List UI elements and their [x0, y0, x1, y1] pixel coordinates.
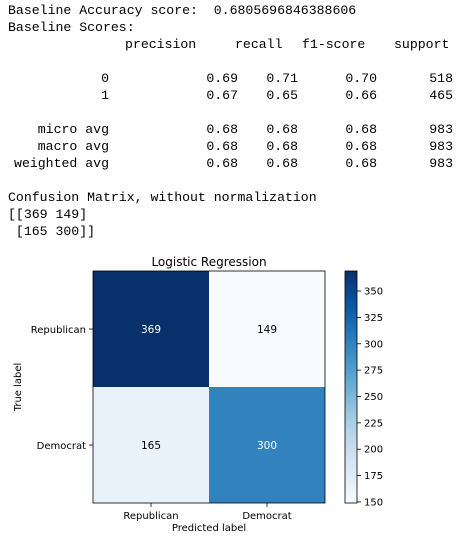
header-precision: precision [125, 37, 197, 52]
x-axis-label: Predicted label [172, 523, 246, 534]
row-recall: 0.71 [266, 71, 298, 86]
cell-value-label: 165 [141, 440, 161, 452]
row-label: 0 [101, 71, 109, 86]
heatmap-cell [93, 271, 209, 387]
row-precision: 0.67 [206, 88, 238, 103]
confusion-matrix-chart: 369 149 165 300 Logistic Regression Republica… [13, 255, 383, 534]
output-console: Baseline Accuracy score: 0.6805696846388… [8, 2, 463, 240]
row-label: weighted avg [14, 156, 109, 171]
heatmap-cell [209, 271, 325, 387]
report-header: precision recall f1-score support [8, 36, 463, 53]
row-label: macro avg [37, 139, 109, 154]
colorbar-tick-label: 325 [364, 313, 383, 324]
row-f1: 0.68 [345, 122, 377, 137]
chart-title: Logistic Regression [151, 255, 266, 269]
row-precision: 0.69 [206, 71, 238, 86]
colorbar-tick-label: 200 [364, 445, 383, 456]
row-f1: 0.68 [345, 156, 377, 171]
header-support: support [394, 37, 450, 52]
row-recall: 0.68 [266, 139, 298, 154]
row-f1: 0.70 [345, 71, 377, 86]
row-support: 465 [429, 88, 453, 103]
row-f1: 0.68 [345, 139, 377, 154]
heatmap-cell [209, 387, 325, 503]
row-precision: 0.68 [206, 139, 238, 154]
row-precision: 0.68 [206, 122, 238, 137]
avg-row: macro avg 0.68 0.68 0.68 983 [8, 138, 463, 155]
y-tick-label: Republican [31, 325, 86, 336]
confusion-title: Confusion Matrix, without normalization [8, 190, 317, 205]
colorbar-tick-label: 150 [364, 497, 383, 508]
row-f1: 0.66 [345, 88, 377, 103]
cell-value-label: 149 [257, 324, 277, 336]
colorbar-tick-label: 250 [364, 392, 383, 403]
y-tick-label: Democrat [37, 441, 86, 452]
y-axis-label: True label [13, 363, 24, 413]
colorbar-tick-label: 175 [364, 471, 383, 482]
row-recall: 0.65 [266, 88, 298, 103]
colorbar-tick-label: 300 [364, 339, 383, 350]
cell-value-label: 369 [141, 324, 161, 336]
row-support: 983 [429, 122, 453, 137]
confusion-matrix-plot: 369 149 165 300 Logistic Regression Republica… [0, 250, 463, 545]
row-recall: 0.68 [266, 156, 298, 171]
colorbar [344, 270, 358, 504]
row-label: micro avg [37, 122, 109, 137]
row-precision: 0.68 [206, 156, 238, 171]
header-f1: f1-score [302, 37, 366, 52]
confusion-line: [165 300]] [8, 224, 96, 239]
colorbar-tick-label: 350 [364, 287, 383, 298]
report-row: 0 0.69 0.71 0.70 518 [8, 70, 463, 87]
colorbar-tick-label: 275 [364, 366, 383, 377]
x-tick-label: Republican [123, 511, 178, 522]
confusion-line: [[369 149] [8, 207, 88, 222]
cell-value-label: 300 [257, 440, 277, 452]
avg-row: weighted avg 0.68 0.68 0.68 983 [8, 155, 463, 172]
plot-frame [92, 270, 326, 504]
row-support: 518 [429, 71, 453, 86]
x-tick-label: Democrat [242, 511, 291, 522]
report-row: 1 0.67 0.65 0.66 465 [8, 87, 463, 104]
baseline-accuracy-line: Baseline Accuracy score: 0.6805696846388… [8, 3, 357, 18]
heatmap-cell [93, 387, 209, 503]
header-recall: recall [235, 37, 283, 52]
baseline-scores-title: Baseline Scores: [8, 20, 135, 35]
row-support: 983 [429, 156, 453, 171]
row-recall: 0.68 [266, 122, 298, 137]
row-label: 1 [101, 88, 109, 103]
row-support: 983 [429, 139, 453, 154]
avg-row: micro avg 0.68 0.68 0.68 983 [8, 121, 463, 138]
colorbar-tick-label: 225 [364, 418, 383, 429]
